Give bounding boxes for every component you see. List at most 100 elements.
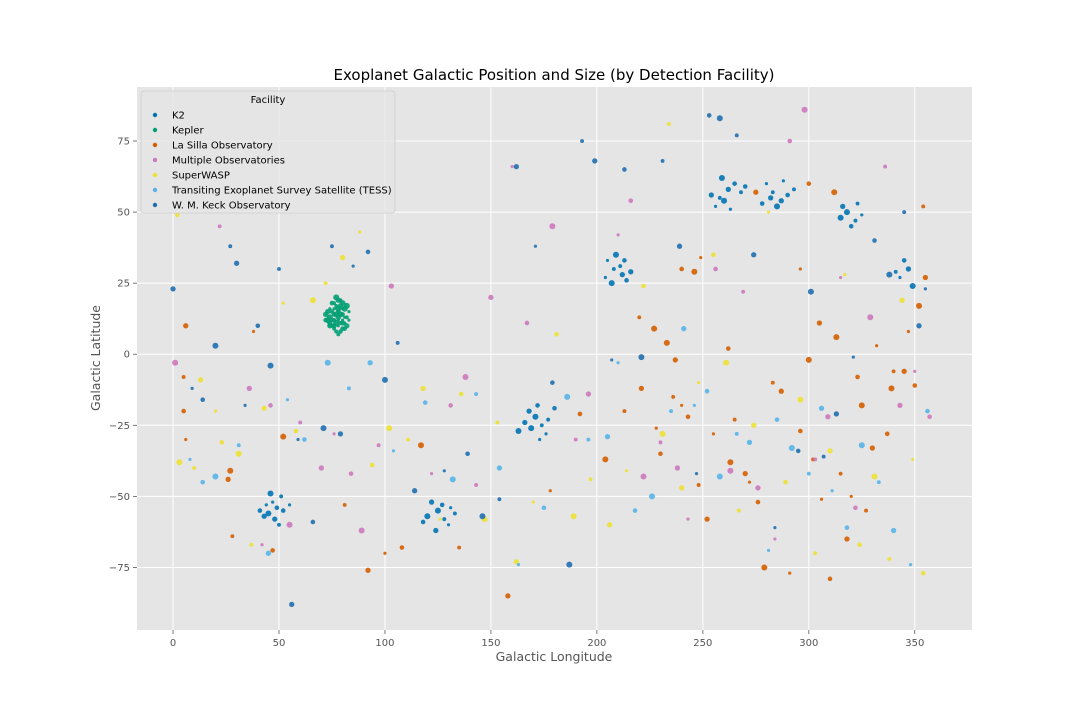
point-la-silla-observatory [399,545,405,550]
legend-marker-multiple-observatories [152,157,158,163]
point-multiple-observatories [376,443,381,448]
point-multiple-observatories [358,527,365,534]
point-k2 [622,258,627,263]
point-transiting-exoplanet-survey-satellite-tess [391,449,396,453]
point-k2 [774,203,781,210]
point-transiting-exoplanet-survey-satellite-tess [806,471,811,476]
point-multiple-observatories [727,467,734,474]
point-la-silla-observatory [181,408,186,414]
point-multiple-observatories [268,403,273,408]
point-k2 [442,517,447,522]
point-transiting-exoplanet-survey-satellite-tess [890,527,897,534]
point-k2 [515,427,522,434]
point-k2 [611,266,616,271]
point-la-silla-observatory [365,567,371,573]
point-k2 [452,511,457,516]
point-superwasp [261,405,267,411]
point-multiple-observatories [332,432,336,436]
legend-items: K2 Kepler La Silla Observatory Multiple Obs… [152,111,392,212]
point-multiple-observatories [813,457,818,462]
point-k2 [538,437,542,442]
legend-label-kepler: Kepler [172,126,204,137]
point-la-silla-observatory [732,417,737,422]
point-kepler [332,301,337,306]
x-tick-label: 250 [693,638,712,649]
point-la-silla-observatory [798,428,803,434]
point-la-silla-observatory [727,459,734,466]
point-superwasp [659,430,666,437]
point-w-m-keck-observatory [923,287,927,291]
point-multiple-observatories [524,320,530,326]
point-superwasp [827,448,833,454]
point-superwasp [513,559,520,565]
point-multiple-observatories [927,414,932,420]
point-la-silla-observatory [805,356,812,363]
point-transiting-exoplanet-survey-satellite-tess [496,465,503,471]
point-kepler [325,308,331,315]
point-k2 [446,523,451,527]
point-multiple-observatories [429,472,434,476]
point-w-m-keck-observatory [190,386,194,390]
point-la-silla-observatory [901,368,907,374]
point-k2 [428,499,435,505]
point-superwasp [911,457,915,462]
point-la-silla-observatory [906,329,911,334]
point-kepler [347,318,351,322]
point-superwasp [339,254,346,261]
point-transiting-exoplanet-survey-satellite-tess [616,361,620,365]
point-la-silla-observatory [548,489,552,493]
point-transiting-exoplanet-survey-satellite-tess [265,550,272,556]
point-k2 [840,203,846,210]
point-multiple-observatories [348,471,354,476]
point-k2 [265,510,272,517]
point-la-silla-observatory [342,502,347,507]
point-k2 [893,269,898,274]
point-transiting-exoplanet-survey-satellite-tess [788,445,795,452]
point-k2 [532,413,539,420]
point-superwasp [369,462,375,468]
point-kepler [335,314,341,320]
point-la-silla-observatory [679,266,684,272]
x-tick-label: 50 [273,638,286,649]
point-multiple-observatories [787,138,793,144]
chart-title: Exoplanet Galactic Position and Size (by… [334,66,775,84]
point-superwasp [920,570,926,576]
point-superwasp [871,473,878,480]
point-k2 [449,506,453,510]
point-la-silla-observatory [849,494,853,498]
point-w-m-keck-observatory [694,472,699,476]
point-multiple-observatories [867,314,874,321]
point-transiting-exoplanet-survey-satellite-tess [564,393,571,400]
y-tick-label: −50 [109,492,130,503]
point-k2 [522,419,528,426]
point-superwasp [293,428,299,434]
point-multiple-observatories [741,289,746,294]
point-w-m-keck-observatory [533,244,538,248]
point-la-silla-observatory [680,403,684,408]
point-la-silla-observatory [671,394,676,399]
point-la-silla-observatory [704,516,710,522]
y-tick-label: 0 [124,350,130,361]
point-la-silla-observatory [816,320,823,326]
point-la-silla-observatory [819,497,824,501]
point-w-m-keck-observatory [243,403,247,408]
point-transiting-exoplanet-survey-satellite-tess [681,325,687,332]
point-transiting-exoplanet-survey-satellite-tess [844,525,850,530]
point-multiple-observatories [217,224,222,229]
point-la-silla-observatory [912,383,918,388]
point-w-m-keck-observatory [916,323,922,329]
point-k2 [271,500,275,504]
point-k2 [618,264,623,269]
point-w-m-keck-observatory [833,411,840,417]
point-w-m-keck-observatory [395,340,400,345]
point-transiting-exoplanet-survey-satellite-tess [516,563,521,567]
point-w-m-keck-observatory [513,163,520,170]
point-k2 [279,494,284,499]
point-multiple-observatories [462,373,469,380]
point-la-silla-observatory [622,409,627,414]
point-transiting-exoplanet-survey-satellite-tess [200,479,205,485]
point-transiting-exoplanet-survey-satellite-tess [346,386,351,391]
point-w-m-keck-observatory [886,271,893,278]
point-la-silla-observatory [788,571,792,575]
